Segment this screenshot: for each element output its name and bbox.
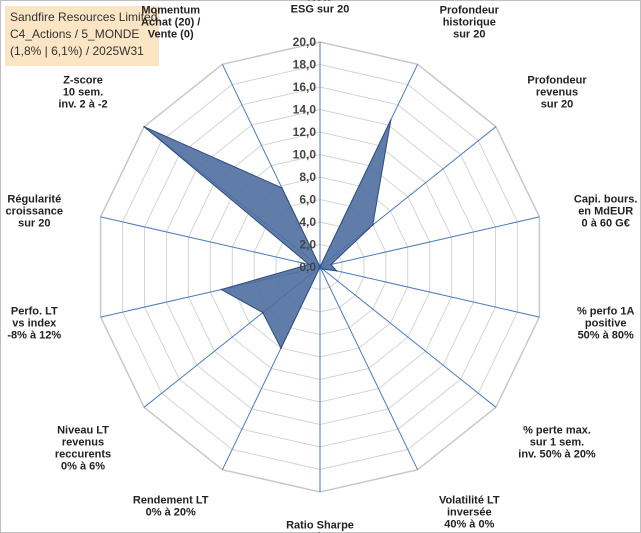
axis-label: Niveau LT revenus reccurents 0% à 6% [55, 425, 111, 473]
tick-label: 16,0 [293, 80, 317, 94]
tick-label: 18,0 [293, 58, 317, 72]
data-point [335, 270, 338, 272]
axis-label-line: Momentum [141, 5, 200, 17]
data-point [319, 266, 321, 268]
data-point [143, 125, 145, 128]
axis-spoke [319, 216, 540, 268]
axis-label-line: 50% à 80% [578, 330, 634, 342]
axis-label-line: % perfo 1A [577, 306, 635, 318]
axis-label-line: sur 1 sem. [530, 437, 584, 449]
axis-label-line: Volatilité LT [439, 495, 500, 507]
axis-label-line: Achat (20) / [141, 17, 200, 29]
title-line-3: (1,8% | 6,1%) / 2025W31 [10, 44, 144, 58]
axis-spoke [319, 266, 540, 318]
axis-label-line: 10 sem. [63, 87, 103, 99]
axis-label: Ratio Sharpe0 à 1 [286, 520, 354, 533]
tick-label: 4,0 [299, 215, 316, 229]
tick-label: 6,0 [299, 193, 316, 207]
data-series-area [143, 119, 392, 350]
tick-label: 12,0 [293, 125, 317, 139]
axis-label-line: sur 20 [541, 99, 573, 111]
axis-spoke [319, 266, 419, 470]
axis-label-line: en MdEUR [578, 206, 633, 218]
axis-label-line: vs index [12, 318, 57, 330]
title-line-2: C4_Actions / 5_MONDE [10, 27, 140, 41]
axis-label-line: Rendement LT [133, 495, 209, 507]
axis-label-line: sur 20 [453, 29, 485, 41]
axis-label-line: inv. 50% à 20% [518, 449, 596, 461]
axis-label-line: inversée [447, 507, 492, 519]
data-point [321, 268, 324, 270]
axis-label-line: 0 à 60 G€ [582, 218, 630, 230]
data-point [390, 119, 392, 121]
data-point [280, 347, 282, 349]
axis-label-line: Capi. bours. [574, 194, 638, 206]
data-point [372, 224, 374, 226]
data-point [281, 187, 283, 189]
tick-label: 0,0 [299, 260, 316, 274]
axis-label: % perte max. sur 1 sem. inv. 50% à 20% [518, 425, 596, 461]
tick-label: 14,0 [293, 103, 317, 117]
data-point [330, 263, 332, 266]
title-line-1: Sandfire Resources Limited [10, 10, 158, 24]
axis-label: Perfo. LT vs index -8% à 12% [7, 306, 61, 342]
axis-label: Profondeur revenus sur 20 [527, 75, 587, 111]
axis-label-line: Z-score [63, 75, 103, 87]
axis-label-line: reccurents [55, 449, 111, 461]
axis-label-line: Vente (0) [148, 29, 194, 41]
axis-label-line: croissance [6, 206, 63, 218]
axis-label: % perfo 1A positive 50% à 80% [577, 306, 635, 342]
axis-label-line: % perte max. [523, 425, 591, 437]
axis-label-line: positive [585, 318, 627, 330]
axis-label-line: 0% à 20% [146, 507, 196, 519]
axis-label-line: revenus [62, 437, 104, 449]
axis-label-line: 40% à 0% [444, 519, 494, 531]
tick-label: 20,0 [293, 35, 317, 49]
axis-label: Régularité croissance sur 20 [6, 194, 63, 230]
axis-label: Profondeur historique sur 20 [440, 5, 500, 41]
axis-label-line: Profondeur [527, 75, 587, 87]
tick-label: 10,0 [293, 148, 317, 162]
tick-label: 2,0 [299, 238, 316, 252]
axis-label-line: revenus [536, 87, 578, 99]
axis-label-line: sur 20 [18, 218, 50, 230]
axis-label-line: Niveau LT [57, 425, 109, 437]
axis-label-line: Perfo. LT [11, 306, 58, 318]
axis-label: Rendement LT 0% à 20% [133, 495, 209, 519]
axis-label-line: 0 à 1 [308, 532, 332, 533]
axis-label-line: -8% à 12% [7, 330, 61, 342]
axis-label-line: Profondeur [440, 5, 500, 17]
data-point [262, 311, 264, 314]
tick-label: 8,0 [299, 170, 316, 184]
title-box: Sandfire Resources Limited C4_Actions / … [5, 6, 159, 66]
axis-spoke [319, 266, 497, 408]
axis-spoke [100, 216, 321, 268]
axis-label: Z-score 10 sem. inv. 2 à -2 [58, 75, 107, 111]
axis-label-line: Note [308, 0, 332, 4]
axis-label-line: ESG sur 20 [291, 4, 350, 16]
axis-label-line: 0% à 6% [61, 461, 105, 473]
axis-label-line: Ratio Sharpe [286, 520, 354, 532]
axis-label: Capi. bours. en MdEUR 0 à 60 G€ [574, 194, 638, 230]
data-point [220, 288, 223, 291]
axis-label: Volatilité LT inversée 40% à 0% [439, 495, 500, 531]
data-point [308, 263, 310, 266]
axis-label: Momentum Achat (20) / Vente (0) [141, 5, 200, 41]
axis-label: NoteESG sur 20 [291, 0, 350, 16]
axis-label-line: historique [443, 17, 496, 29]
axis-label-line: Régularité [7, 194, 61, 206]
axis-label-line: inv. 2 à -2 [58, 99, 107, 111]
